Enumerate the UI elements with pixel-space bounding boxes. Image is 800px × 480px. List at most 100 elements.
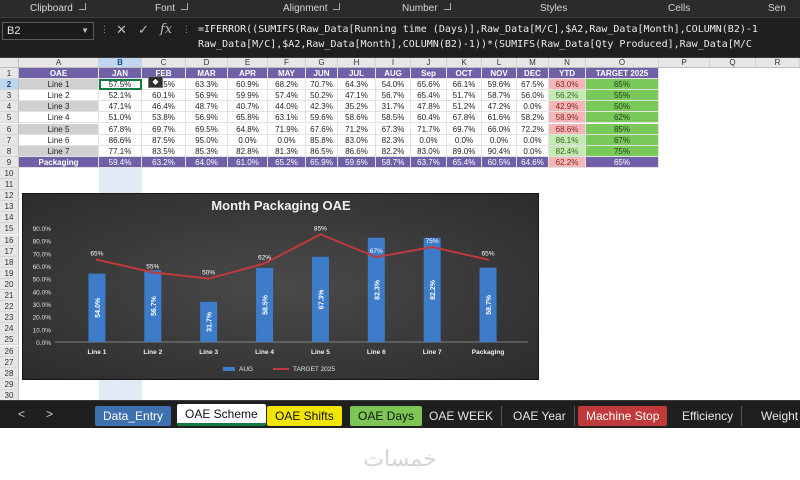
- sheet-tab[interactable]: Efficiency: [674, 406, 743, 426]
- packaging-cell[interactable]: 65.2%: [268, 156, 306, 168]
- row-header[interactable]: 28: [0, 367, 19, 379]
- row-header[interactable]: 3: [0, 90, 19, 102]
- table-cell[interactable]: 89.0%: [447, 145, 482, 157]
- table-cell[interactable]: 0.0%: [517, 145, 549, 157]
- table-cell[interactable]: 60.9%: [228, 79, 268, 91]
- table-cell[interactable]: 67.6%: [306, 123, 338, 135]
- table-header-cell[interactable]: AUG: [376, 68, 411, 80]
- quick-analysis-icon[interactable]: ◆: [148, 76, 163, 89]
- row-header[interactable]: 20: [0, 278, 19, 290]
- table-cell[interactable]: 58.2%: [517, 112, 549, 124]
- dialog-launcher-icon[interactable]: [78, 3, 86, 10]
- column-header[interactable]: J: [411, 58, 447, 68]
- table-cell[interactable]: 58.6%: [338, 112, 376, 124]
- packaging-cell[interactable]: 59.4%: [99, 156, 142, 168]
- table-cell[interactable]: 47.8%: [411, 101, 447, 113]
- insert-function-icon[interactable]: fx: [160, 22, 173, 37]
- table-cell[interactable]: 0.0%: [228, 134, 268, 146]
- table-cell[interactable]: 90.4%: [482, 145, 517, 157]
- table-cell[interactable]: 87.5%: [142, 134, 186, 146]
- table-header-cell[interactable]: FEB: [142, 68, 186, 80]
- table-cell[interactable]: 67.8%: [99, 123, 142, 135]
- row-header[interactable]: 30: [0, 389, 19, 400]
- column-header[interactable]: K: [447, 58, 482, 68]
- ytd-cell[interactable]: 58.9%: [549, 112, 586, 124]
- table-cell[interactable]: 70.7%: [306, 79, 338, 91]
- dialog-launcher-icon[interactable]: [443, 3, 451, 10]
- row-header[interactable]: 25: [0, 334, 19, 346]
- table-cell[interactable]: 82.3%: [376, 134, 411, 146]
- row-header[interactable]: 8: [0, 145, 19, 157]
- oae-chart[interactable]: Month Packaging OAE 0.0% 10.0% 20.0% 30.0% 40…: [22, 193, 539, 380]
- table-cell[interactable]: 0.0%: [517, 101, 549, 113]
- table-cell[interactable]: 54.0%: [376, 79, 411, 91]
- table-cell[interactable]: 65.8%: [228, 112, 268, 124]
- row-header[interactable]: 24: [0, 323, 19, 335]
- table-cell[interactable]: 85.3%: [186, 145, 228, 157]
- table-cell[interactable]: 47.2%: [482, 101, 517, 113]
- table-cell[interactable]: 56.9%: [186, 90, 228, 102]
- column-header[interactable]: P: [659, 58, 710, 68]
- table-cell[interactable]: 47.1%: [338, 90, 376, 102]
- prev-sheet-icon[interactable]: <: [18, 407, 26, 421]
- select-all-button[interactable]: [0, 58, 19, 68]
- sheet-tab[interactable]: Weight: [753, 406, 800, 426]
- packaging-cell[interactable]: 58.7%: [376, 156, 411, 168]
- column-header[interactable]: Q: [710, 58, 756, 68]
- table-cell[interactable]: 71.7%: [411, 123, 447, 135]
- column-header[interactable]: C: [142, 58, 186, 68]
- column-header[interactable]: G: [306, 58, 338, 68]
- row-label-cell[interactable]: Line 5: [19, 123, 99, 135]
- name-box[interactable]: B2 ▼: [2, 22, 94, 40]
- column-header[interactable]: A: [19, 58, 99, 68]
- table-cell[interactable]: 95.0%: [186, 134, 228, 146]
- table-cell[interactable]: 81.3%: [268, 145, 306, 157]
- table-cell[interactable]: 40.7%: [228, 101, 268, 113]
- table-cell[interactable]: 35.2%: [338, 101, 376, 113]
- table-cell[interactable]: 71.9%: [268, 123, 306, 135]
- ytd-cell[interactable]: 42.9%: [549, 101, 586, 113]
- packaging-ytd-cell[interactable]: 62.2%: [549, 156, 586, 168]
- table-header-cell[interactable]: JUL: [338, 68, 376, 80]
- row-label-cell[interactable]: Line 2: [19, 90, 99, 102]
- table-cell[interactable]: 63.1%: [268, 112, 306, 124]
- sheet-tab[interactable]: OAE Shifts: [267, 406, 342, 426]
- table-cell[interactable]: 51.7%: [447, 90, 482, 102]
- sheet-tab[interactable]: OAE Year: [505, 406, 575, 426]
- sheet-tab[interactable]: Machine Stop: [578, 406, 668, 426]
- ribbon-group-font[interactable]: Font: [155, 3, 189, 14]
- packaging-cell[interactable]: 59.6%: [338, 156, 376, 168]
- column-header[interactable]: R: [756, 58, 800, 68]
- table-header-cell[interactable]: MAY: [268, 68, 306, 80]
- more-options-icon[interactable]: ⋮: [100, 24, 109, 34]
- table-cell[interactable]: 65.4%: [411, 90, 447, 102]
- row-header[interactable]: 23: [0, 312, 19, 324]
- table-header-cell[interactable]: TARGET 2025: [586, 68, 659, 80]
- formula-input[interactable]: =IFERROR((SUMIFS(Raw_Data[Running time (…: [198, 22, 800, 56]
- target-cell[interactable]: 50%: [586, 101, 659, 113]
- table-cell[interactable]: 71.2%: [338, 123, 376, 135]
- table-cell[interactable]: 82.8%: [228, 145, 268, 157]
- row-header[interactable]: 1: [0, 68, 19, 80]
- row-label-cell[interactable]: Line 7: [19, 145, 99, 157]
- table-cell[interactable]: 58.7%: [482, 90, 517, 102]
- sheet-tab[interactable]: OAE WEEK: [421, 406, 503, 426]
- more-options-icon[interactable]: ⋮: [182, 24, 191, 34]
- table-cell[interactable]: 59.6%: [306, 112, 338, 124]
- table-cell[interactable]: 56.9%: [186, 112, 228, 124]
- row-label-cell[interactable]: Line 3: [19, 101, 99, 113]
- next-sheet-icon[interactable]: >: [46, 407, 54, 421]
- column-header[interactable]: M: [517, 58, 549, 68]
- enter-icon[interactable]: ✓: [138, 22, 149, 37]
- row-header[interactable]: 18: [0, 256, 19, 268]
- table-header-cell[interactable]: MAR: [186, 68, 228, 80]
- table-cell[interactable]: 31.7%: [376, 101, 411, 113]
- packaging-cell[interactable]: 65.9%: [306, 156, 338, 168]
- column-header[interactable]: O: [586, 58, 659, 68]
- packaging-cell[interactable]: 64.0%: [186, 156, 228, 168]
- row-header[interactable]: 19: [0, 267, 19, 279]
- row-header[interactable]: 6: [0, 123, 19, 135]
- packaging-target-cell[interactable]: 65%: [586, 156, 659, 168]
- table-cell[interactable]: 69.7%: [447, 123, 482, 135]
- table-cell[interactable]: 83.5%: [142, 145, 186, 157]
